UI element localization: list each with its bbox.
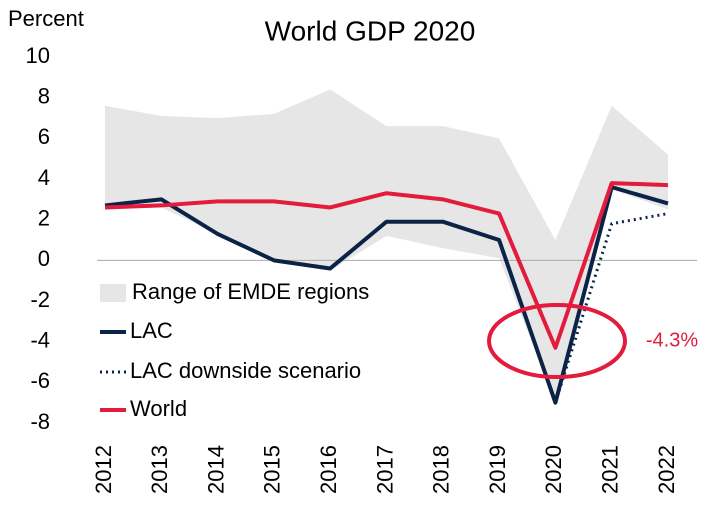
chart-title: World GDP 2020 (265, 15, 476, 46)
y-tick-label: -4 (30, 327, 50, 352)
legend-label: LAC (130, 318, 173, 343)
legend-label: World (130, 396, 187, 421)
legend-label: Range of EMDE regions (132, 279, 369, 304)
highlight-ellipse (487, 303, 627, 379)
x-tick-label: 2016 (316, 445, 341, 494)
x-tick-label: 2019 (485, 445, 510, 494)
annotation: -4.3% (646, 329, 698, 351)
y-axis-label: Percent (8, 6, 84, 31)
x-tick-label: 2012 (91, 445, 116, 494)
x-tick-label: 2020 (541, 445, 566, 494)
y-tick-label: 6 (38, 124, 50, 149)
y-tick-label: 2 (38, 205, 50, 230)
x-tick-label: 2014 (203, 445, 228, 494)
y-tick-label: 8 (38, 83, 50, 108)
line-series (104, 181, 669, 350)
y-tick-label: 10 (26, 43, 50, 68)
y-tick-label: 4 (38, 165, 50, 190)
line-series (553, 212, 669, 404)
x-tick-label: 2022 (654, 445, 679, 494)
y-tick-label: 0 (38, 246, 50, 271)
line-series (104, 185, 669, 405)
x-tick-label: 2013 (147, 445, 172, 494)
y-tick-label: -2 (30, 287, 50, 312)
range-area (105, 89, 668, 403)
x-tick-label: 2021 (598, 445, 623, 494)
y-tick-label: -6 (30, 368, 50, 393)
legend-label: LAC downside scenario (130, 358, 361, 383)
legend-swatch (100, 284, 126, 302)
x-tick-label: 2015 (260, 445, 285, 494)
y-tick-label: -8 (30, 409, 50, 434)
x-tick-label: 2018 (429, 445, 454, 494)
x-tick-label: 2017 (372, 445, 397, 494)
